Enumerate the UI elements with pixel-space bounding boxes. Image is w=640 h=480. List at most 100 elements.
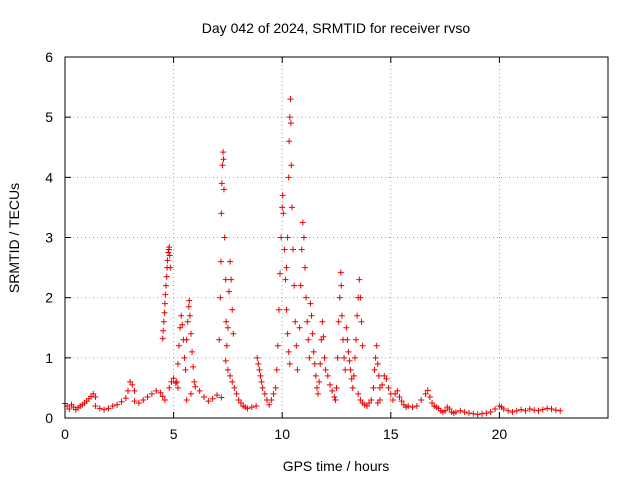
data-point — [334, 354, 341, 361]
data-point — [272, 384, 279, 391]
data-point — [338, 312, 345, 319]
data-points — [62, 96, 564, 418]
data-point — [222, 276, 229, 283]
data-point — [353, 336, 360, 343]
data-point — [368, 396, 375, 403]
data-point — [544, 405, 551, 412]
data-point — [357, 294, 364, 301]
data-point — [220, 156, 227, 163]
y-tick-label: 2 — [45, 290, 53, 306]
data-point — [184, 318, 191, 325]
data-point — [324, 372, 331, 379]
data-point — [101, 406, 108, 413]
data-point — [131, 387, 138, 394]
data-point — [531, 407, 538, 414]
data-point — [181, 354, 188, 361]
data-point — [345, 348, 352, 355]
data-point — [309, 330, 316, 337]
data-point — [392, 390, 399, 397]
data-point — [356, 276, 363, 283]
data-point — [161, 300, 168, 307]
data-point — [279, 192, 286, 199]
data-point — [224, 324, 231, 331]
data-point — [233, 390, 240, 397]
data-point — [223, 318, 230, 325]
data-point — [405, 402, 412, 409]
data-point — [109, 402, 116, 409]
data-point — [275, 306, 282, 313]
data-point — [288, 162, 295, 169]
data-point — [282, 276, 289, 283]
data-point — [283, 264, 290, 271]
data-point — [165, 249, 172, 256]
data-point — [201, 393, 208, 400]
data-point — [225, 288, 232, 295]
data-point — [190, 363, 197, 370]
data-point — [285, 348, 292, 355]
grid-lines — [65, 57, 608, 418]
y-tick-label: 1 — [45, 350, 53, 366]
data-point — [302, 264, 309, 271]
data-point — [300, 234, 307, 241]
data-point — [273, 366, 280, 373]
data-point — [124, 387, 131, 394]
data-point — [342, 366, 349, 373]
data-point — [287, 120, 294, 127]
data-point — [166, 252, 173, 259]
data-point — [358, 318, 365, 325]
data-point — [254, 354, 261, 361]
data-point — [366, 399, 373, 406]
data-point — [148, 390, 155, 397]
data-point — [338, 282, 345, 289]
data-point — [293, 342, 300, 349]
data-point — [218, 180, 225, 187]
data-point — [381, 372, 388, 379]
data-point — [274, 342, 281, 349]
data-point — [297, 282, 304, 289]
data-point — [280, 210, 287, 217]
data-point — [418, 396, 425, 403]
data-point — [187, 390, 194, 397]
data-point — [227, 372, 234, 379]
data-point — [253, 402, 260, 409]
y-tick-label: 4 — [45, 169, 53, 185]
data-point — [159, 335, 166, 342]
x-tick-label: 0 — [61, 426, 69, 442]
data-point — [92, 402, 99, 409]
data-point — [304, 318, 311, 325]
data-point — [396, 393, 403, 400]
data-point — [374, 360, 381, 367]
y-tick-label: 5 — [45, 109, 53, 125]
data-point — [351, 354, 358, 361]
data-point — [189, 348, 196, 355]
data-point — [349, 384, 356, 391]
data-point — [167, 264, 174, 271]
data-point — [394, 387, 401, 394]
data-point — [370, 384, 377, 391]
data-point — [114, 401, 121, 408]
data-point — [227, 258, 234, 265]
data-point — [372, 354, 379, 361]
x-tick-label: 10 — [274, 426, 290, 442]
data-point — [205, 398, 212, 405]
data-point — [209, 395, 216, 402]
data-point — [157, 389, 164, 396]
data-point — [122, 395, 129, 402]
data-point — [343, 324, 350, 331]
data-point — [308, 312, 315, 319]
x-tick-label: 20 — [492, 426, 508, 442]
data-point — [127, 378, 134, 385]
data-point — [292, 318, 299, 325]
data-point — [291, 282, 298, 289]
data-point — [183, 336, 190, 343]
data-point — [313, 384, 320, 391]
data-point — [333, 384, 340, 391]
data-point — [319, 318, 326, 325]
data-point — [160, 327, 167, 334]
data-point — [329, 387, 336, 394]
data-point — [375, 372, 382, 379]
data-point — [259, 384, 266, 391]
data-point — [371, 366, 378, 373]
data-point — [311, 360, 318, 367]
data-point — [229, 378, 236, 385]
